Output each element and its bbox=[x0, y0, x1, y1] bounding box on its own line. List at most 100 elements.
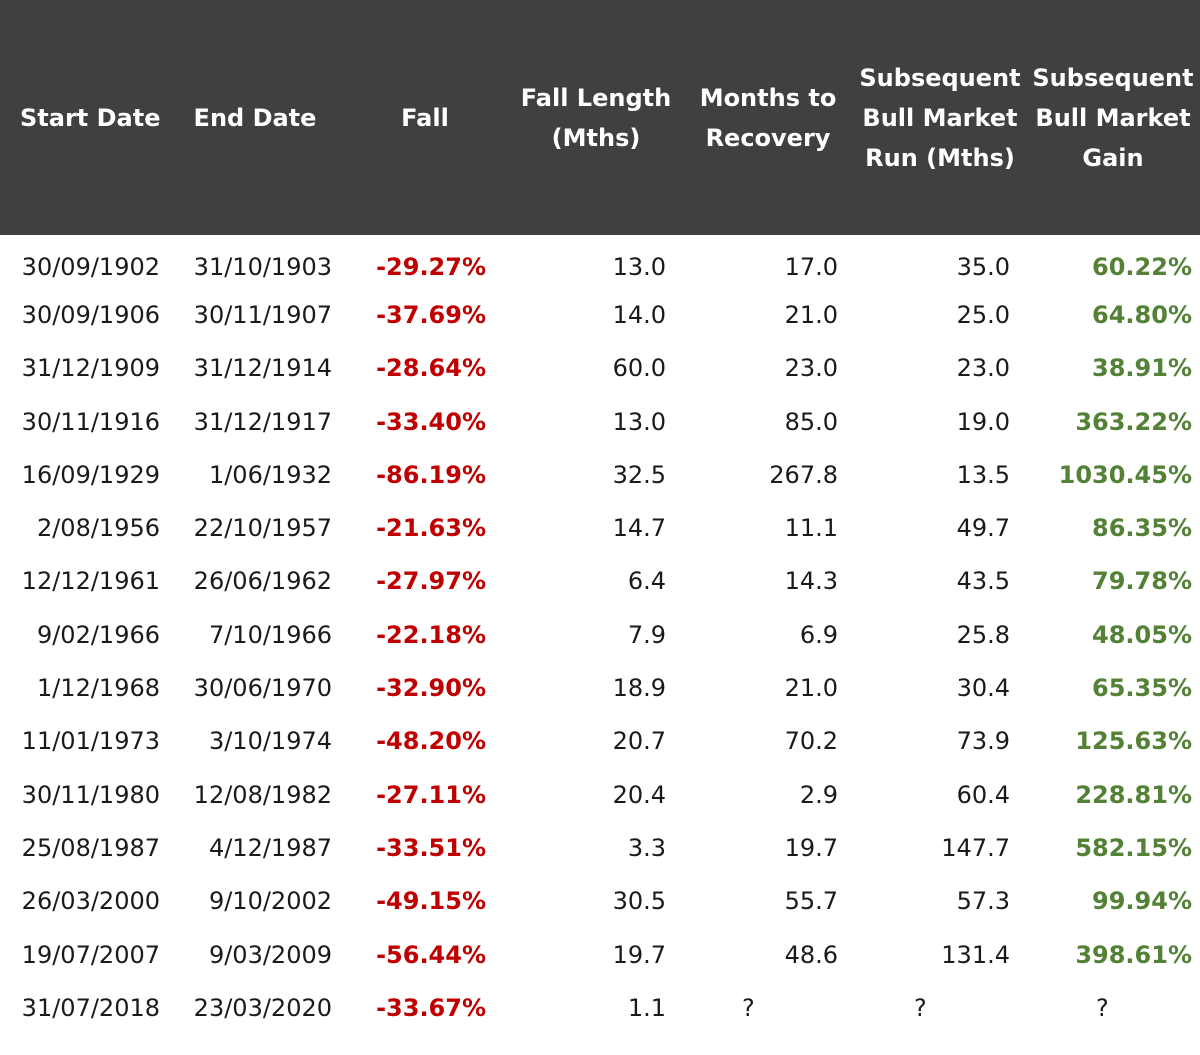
table-row: 25/08/1987 4/12/1987 -33.51% 3.3 19.7 147.7 58… bbox=[0, 821, 1200, 874]
cell-bull-market-gain: 86.35% bbox=[1092, 514, 1192, 543]
table-row: 30/11/1916 31/12/1917 -33.40% 13.0 85.0 19.0 3… bbox=[0, 395, 1200, 448]
table-row: 30/09/1902 31/10/1903 -29.27% 13.0 17.0 35.0 6… bbox=[0, 235, 1200, 288]
cell-start-date: 16/09/1929 bbox=[21, 460, 160, 489]
header-months-to-recovery: Months to Recovery bbox=[699, 83, 837, 152]
cell-bull-market-gain: 65.35% bbox=[1092, 674, 1192, 703]
cell-end-date: 3/10/1974 bbox=[208, 727, 332, 756]
cell-fall: -56.44% bbox=[376, 940, 486, 969]
cell-end-date: 31/12/1914 bbox=[193, 354, 332, 383]
header-row: Start Date End Date Fall Fall Length (Mth… bbox=[0, 0, 1200, 235]
cell-fall-length: 20.7 bbox=[612, 727, 666, 756]
cell-fall-length: 18.9 bbox=[612, 674, 666, 703]
table-header: Start Date End Date Fall Fall Length (Mth… bbox=[0, 0, 1200, 235]
cell-months-to-recovery: 6.9 bbox=[799, 620, 838, 649]
cell-end-date: 30/11/1907 bbox=[193, 300, 332, 329]
cell-end-date: 9/10/2002 bbox=[208, 887, 332, 916]
cell-months-to-recovery: 23.0 bbox=[784, 354, 838, 383]
table-row: 1/12/1968 30/06/1970 -32.90% 18.9 21.0 30.4 65… bbox=[0, 661, 1200, 714]
cell-start-date: 2/08/1956 bbox=[36, 514, 160, 543]
cell-bull-market-run: 23.0 bbox=[956, 354, 1010, 383]
cell-bull-market-gain: 64.80% bbox=[1092, 300, 1192, 329]
cell-bull-market-gain: 228.81% bbox=[1075, 780, 1192, 809]
cell-fall-length: 30.5 bbox=[612, 887, 666, 916]
cell-end-date: 26/06/1962 bbox=[193, 567, 332, 596]
cell-bull-market-gain: 125.63% bbox=[1075, 727, 1192, 756]
cell-fall-length: 19.7 bbox=[612, 940, 666, 969]
cell-fall: -27.11% bbox=[376, 780, 486, 809]
cell-bull-market-run: 13.5 bbox=[956, 460, 1010, 489]
cell-fall-length: 60.0 bbox=[612, 354, 666, 383]
cell-months-to-recovery: 19.7 bbox=[784, 833, 838, 862]
cell-bull-market-run: 147.7 bbox=[941, 833, 1010, 862]
cell-bull-market-run: 19.0 bbox=[956, 407, 1010, 436]
cell-fall-length: 6.4 bbox=[627, 567, 666, 596]
cell-months-to-recovery: 70.2 bbox=[784, 727, 838, 756]
cell-fall-length: 3.3 bbox=[627, 833, 666, 862]
header-bull-market-run: Subsequent Bull Market Run (Mths) bbox=[859, 63, 1021, 172]
cell-start-date: 30/09/1902 bbox=[21, 252, 160, 281]
cell-bull-market-run: 73.9 bbox=[956, 727, 1010, 756]
cell-bull-market-run: 49.7 bbox=[956, 514, 1010, 543]
table-row: 11/01/1973 3/10/1974 -48.20% 20.7 70.2 73.9 12… bbox=[0, 715, 1200, 768]
cell-bull-market-run: 131.4 bbox=[941, 940, 1010, 969]
table-row: 31/07/2018 23/03/2020 -33.67% 1.1??? bbox=[0, 981, 1200, 1034]
cell-fall: -33.67% bbox=[376, 993, 486, 1022]
cell-months-to-recovery: 21.0 bbox=[784, 674, 838, 703]
table-row: 9/02/1966 7/10/1966 -22.18% 7.9 6.9 25.8 48.05… bbox=[0, 608, 1200, 661]
cell-start-date: 12/12/1961 bbox=[21, 567, 160, 596]
cell-fall: -33.40% bbox=[376, 407, 486, 436]
cell-end-date: 30/06/1970 bbox=[193, 674, 332, 703]
header-bull-market-gain: Subsequent Bull Market Gain bbox=[1032, 63, 1194, 172]
cell-bull-market-run: 57.3 bbox=[956, 887, 1010, 916]
cell-start-date: 30/09/1906 bbox=[21, 300, 160, 329]
cell-months-to-recovery: 48.6 bbox=[784, 940, 838, 969]
cell-fall-length: 32.5 bbox=[612, 460, 666, 489]
cell-end-date: 23/03/2020 bbox=[193, 993, 332, 1022]
cell-fall-length: 14.7 bbox=[612, 514, 666, 543]
cell-start-date: 30/11/1980 bbox=[21, 780, 160, 809]
cell-bull-market-gain: 99.94% bbox=[1092, 887, 1192, 916]
cell-start-date: 9/02/1966 bbox=[36, 620, 160, 649]
cell-end-date: 22/10/1957 bbox=[193, 514, 332, 543]
cell-months-to-recovery: ? bbox=[742, 993, 755, 1022]
cell-fall-length: 13.0 bbox=[612, 407, 666, 436]
cell-start-date: 25/08/1987 bbox=[21, 833, 160, 862]
cell-months-to-recovery: 85.0 bbox=[784, 407, 838, 436]
cell-months-to-recovery: 21.0 bbox=[784, 300, 838, 329]
cell-fall: -29.27% bbox=[376, 252, 486, 281]
cell-bull-market-run: 30.4 bbox=[956, 674, 1010, 703]
cell-end-date: 9/03/2009 bbox=[208, 940, 332, 969]
cell-bull-market-gain: 79.78% bbox=[1092, 567, 1192, 596]
header-fall: Fall bbox=[401, 103, 449, 132]
cell-end-date: 31/12/1917 bbox=[193, 407, 332, 436]
cell-months-to-recovery: 17.0 bbox=[784, 252, 838, 281]
cell-fall-length: 14.0 bbox=[612, 300, 666, 329]
cell-start-date: 30/11/1916 bbox=[21, 407, 160, 436]
cell-bull-market-run: 25.8 bbox=[956, 620, 1010, 649]
table-row: 16/09/1929 1/06/1932 -86.19% 32.5 267.8 13.5 1… bbox=[0, 448, 1200, 501]
cell-fall-length: 20.4 bbox=[612, 780, 666, 809]
cell-months-to-recovery: 11.1 bbox=[784, 514, 838, 543]
cell-fall: -27.97% bbox=[376, 567, 486, 596]
cell-start-date: 31/12/1909 bbox=[21, 354, 160, 383]
cell-fall: -22.18% bbox=[376, 620, 486, 649]
cell-bull-market-gain: 38.91% bbox=[1092, 354, 1192, 383]
cell-end-date: 12/08/1982 bbox=[193, 780, 332, 809]
cell-bull-market-run: ? bbox=[914, 993, 927, 1022]
cell-bull-market-gain: 363.22% bbox=[1075, 407, 1192, 436]
header-start-date: Start Date bbox=[20, 103, 161, 132]
cell-fall: -48.20% bbox=[376, 727, 486, 756]
cell-end-date: 1/06/1932 bbox=[208, 460, 332, 489]
cell-bull-market-gain: ? bbox=[1096, 993, 1109, 1022]
cell-bull-market-run: 60.4 bbox=[956, 780, 1010, 809]
cell-months-to-recovery: 55.7 bbox=[784, 887, 838, 916]
cell-bull-market-run: 35.0 bbox=[956, 252, 1010, 281]
cell-end-date: 31/10/1903 bbox=[193, 252, 332, 281]
cell-start-date: 11/01/1973 bbox=[21, 727, 160, 756]
cell-fall: -28.64% bbox=[376, 354, 486, 383]
cell-start-date: 1/12/1968 bbox=[36, 674, 160, 703]
cell-months-to-recovery: 267.8 bbox=[769, 460, 838, 489]
table-row: 30/09/1906 30/11/1907 -37.69% 14.0 21.0 25.0 6… bbox=[0, 288, 1200, 341]
cell-fall: -37.69% bbox=[376, 300, 486, 329]
